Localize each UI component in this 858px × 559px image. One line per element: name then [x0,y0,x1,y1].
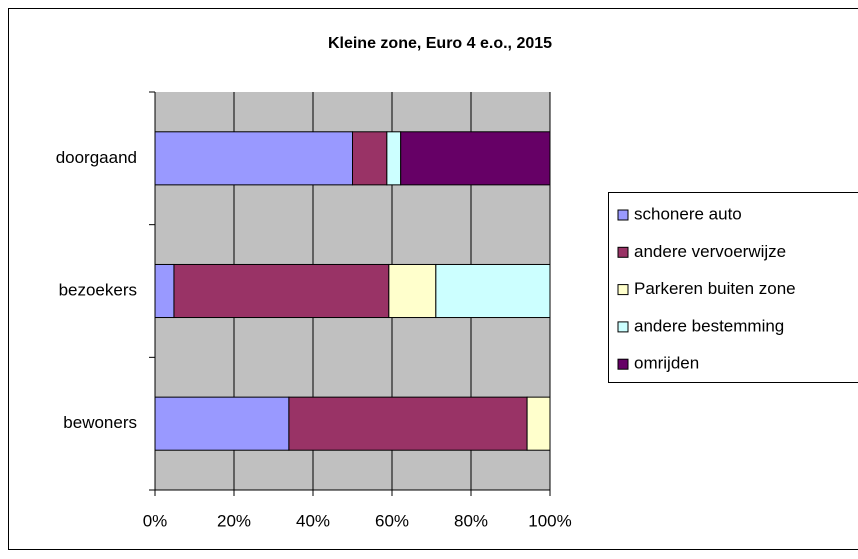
bar-segment [154,396,290,451]
bar-segment [400,131,551,186]
legend-label: Parkeren buiten zone [634,279,796,298]
legend [608,192,858,383]
bar-segment [173,263,390,319]
bar-segment [352,131,388,186]
bar-segment [386,131,402,186]
bar-segment [388,263,437,319]
legend-swatch [617,358,629,370]
bar-segment [526,396,551,451]
x-tick-label: 100% [528,511,571,530]
bar-segment [154,263,175,319]
legend-swatch [617,284,629,296]
chart-title: Kleine zone, Euro 4 e.o., 2015 [328,35,552,52]
x-tick-label: 60% [375,511,409,530]
bar-segment [288,396,528,451]
x-tick-label: 40% [296,511,330,530]
legend-swatch [617,209,629,221]
y-tick-label: bewoners [63,413,137,432]
legend-label: andere bestemming [634,316,784,335]
legend-swatch [617,246,629,258]
y-tick-label: doorgaand [56,148,137,167]
x-tick-label: 20% [217,511,251,530]
x-tick-label: 0% [143,511,168,530]
legend-label: andere vervoerwijze [634,242,786,261]
legend-label: omrijden [634,354,699,373]
bar-segment [154,131,353,186]
y-tick-label: bezoekers [59,280,137,299]
x-tick-label: 80% [454,511,488,530]
bar-segment [435,263,551,319]
legend-label: schonere auto [634,204,742,223]
legend-swatch [617,321,629,333]
